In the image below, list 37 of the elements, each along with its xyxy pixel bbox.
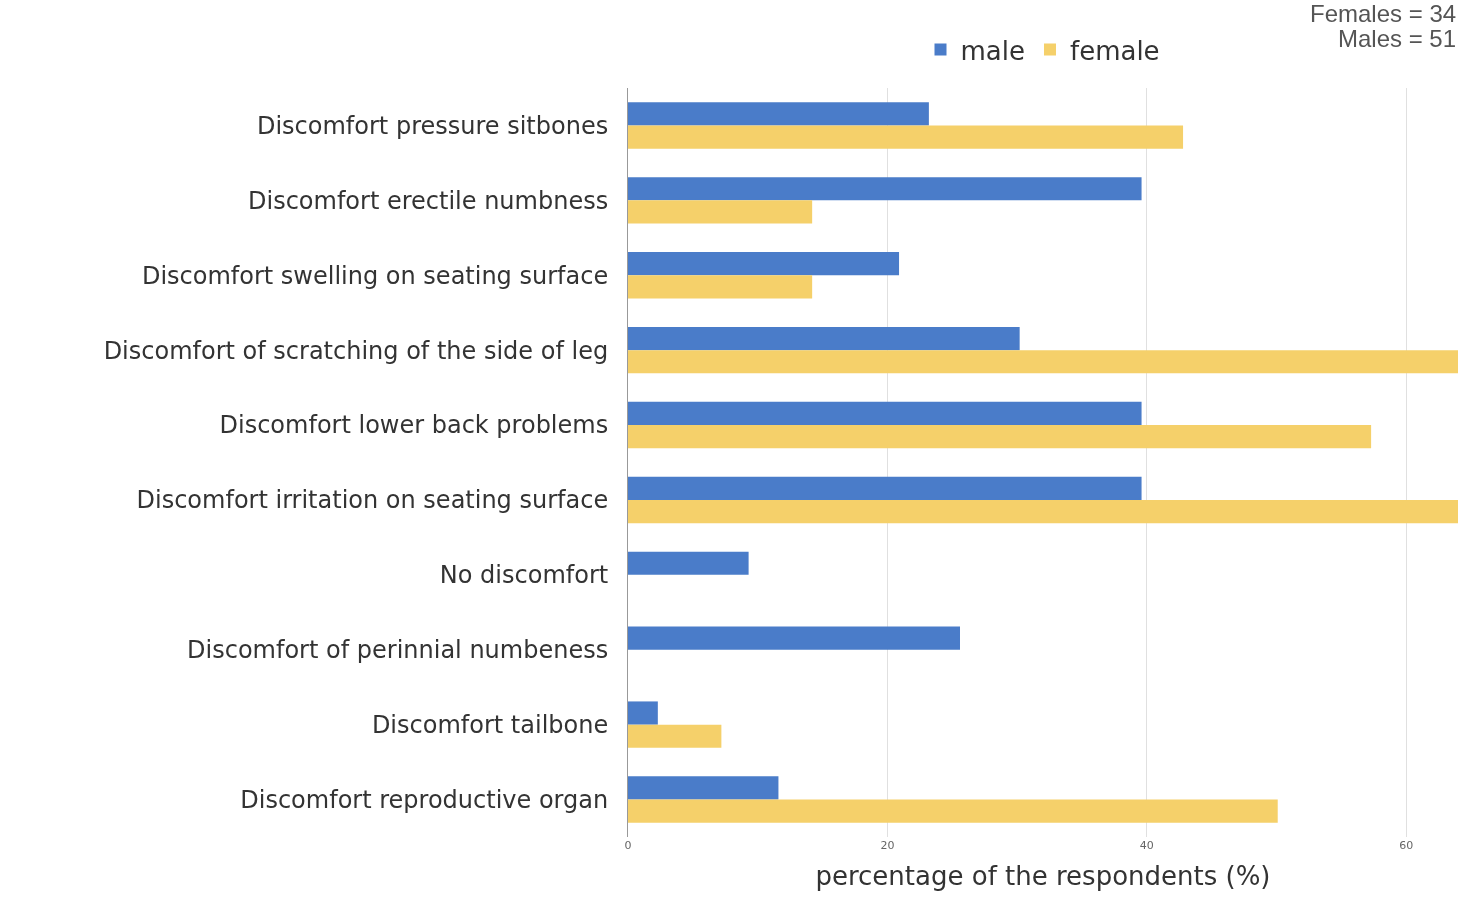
text: Males = 51 <box>1338 25 1457 52</box>
text: Females = 34 <box>1310 0 1457 27</box>
bar <box>628 350 1458 374</box>
legend-label: male <box>960 35 1025 66</box>
bar <box>628 626 960 650</box>
bar <box>628 551 749 575</box>
y-tick-label: Discomfort pressure sitbones <box>256 111 609 140</box>
bar <box>628 102 929 126</box>
legend-label: female <box>1069 35 1160 66</box>
y-tick-label: Discomfort lower back problems <box>219 411 609 440</box>
bar <box>628 799 1278 823</box>
x-tick-label: 60 <box>1399 839 1414 852</box>
bar <box>628 125 1184 149</box>
y-tick-label: Discomfort of perinnial numbeness <box>187 636 609 665</box>
bar <box>628 724 722 748</box>
bar <box>628 177 1142 201</box>
x-tick-label: 0 <box>624 839 632 852</box>
y-tick-label: No discomfort <box>439 561 609 590</box>
bar <box>628 326 1020 351</box>
bar <box>628 200 813 224</box>
bar <box>628 425 1372 449</box>
bar <box>628 275 813 299</box>
bar <box>628 476 1142 500</box>
bar <box>628 252 900 276</box>
y-tick-label: Discomfort erectile numbness <box>248 186 609 215</box>
y-tick-label: Discomfort irritation on seating surface <box>136 486 609 515</box>
bar <box>628 499 1458 524</box>
y-tick-label: Discomfort of scratching of the side of leg <box>103 336 609 365</box>
x-axis-title: percentage of the respondents (%) <box>815 860 1271 891</box>
y-tick-label: Discomfort swelling on seating surface <box>141 261 609 290</box>
x-tick-label: 20 <box>880 839 895 852</box>
bar <box>628 776 779 800</box>
y-tick-label: Discomfort reproductive organ <box>240 785 609 814</box>
bar <box>628 401 1142 426</box>
x-tick-label: 40 <box>1139 839 1154 852</box>
bar <box>628 701 658 725</box>
y-tick-label: Discomfort tailbone <box>371 711 609 740</box>
